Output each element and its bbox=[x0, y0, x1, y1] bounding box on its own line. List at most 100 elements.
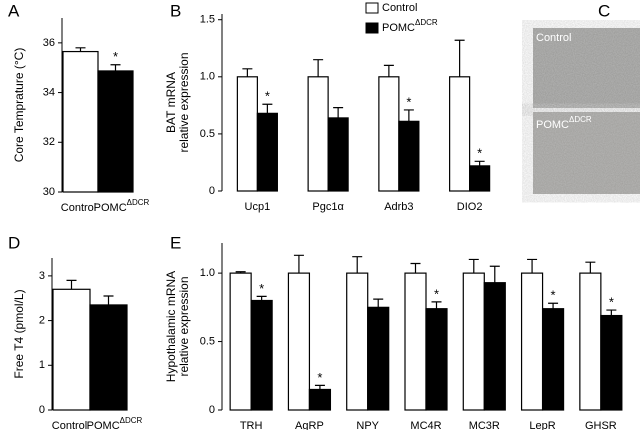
image-label-base: POMC bbox=[536, 119, 569, 131]
error-bar bbox=[293, 254, 304, 274]
x-tick-label: DIO2 bbox=[457, 201, 483, 213]
x-tick-label: POMCΔDCR bbox=[87, 416, 143, 430]
bar bbox=[52, 288, 91, 411]
legend-label-base: Control bbox=[382, 2, 417, 14]
y-axis-label: relative expression bbox=[177, 276, 191, 376]
bar bbox=[398, 120, 420, 192]
error-bar bbox=[242, 68, 253, 77]
x-tick-label: TRH bbox=[240, 420, 263, 430]
y-tick-label: 0.5 bbox=[200, 335, 215, 347]
error-bar bbox=[313, 59, 324, 77]
legend-label-sup: ΔDCR bbox=[415, 18, 438, 27]
y-axis-label: Hypothalamic mRNA bbox=[164, 271, 178, 382]
x-tick-label-base: Ucp1 bbox=[245, 201, 271, 213]
micrograph bbox=[533, 28, 640, 108]
bar bbox=[89, 304, 128, 411]
x-tick-label: Control bbox=[52, 420, 87, 430]
error-bar bbox=[454, 39, 465, 77]
significance-marker: * bbox=[434, 286, 439, 301]
error-bar bbox=[410, 262, 421, 274]
bar bbox=[367, 306, 390, 411]
y-tick-label: 0.5 bbox=[200, 128, 215, 140]
x-tick-label-base: POMC bbox=[87, 420, 120, 430]
x-tick-label: Pgc1α bbox=[312, 201, 344, 213]
x-tick-label-base: NPY bbox=[356, 420, 379, 430]
bar bbox=[378, 76, 400, 192]
x-tick-label-base: Adrb3 bbox=[384, 201, 413, 213]
bar bbox=[256, 112, 278, 192]
x-tick-label-sup: ΔDCR bbox=[127, 198, 150, 207]
y-tick-label: 1.0 bbox=[200, 71, 215, 83]
legend-label: POMCΔDCR bbox=[382, 18, 438, 34]
x-tick-label-base: Control bbox=[52, 420, 87, 430]
error-bar bbox=[431, 301, 442, 309]
x-tick-label: Adrb3 bbox=[384, 201, 413, 213]
micrograph bbox=[533, 112, 640, 194]
error-bar bbox=[352, 256, 363, 274]
image-label-sup: ΔDCR bbox=[569, 115, 592, 124]
y-axis-label: Free T4 (pmol/L) bbox=[12, 289, 26, 378]
x-tick-label-base: DIO2 bbox=[457, 201, 483, 213]
error-bar bbox=[66, 279, 77, 290]
error-bar bbox=[314, 384, 325, 390]
y-tick-label: 30 bbox=[43, 186, 55, 198]
bar bbox=[483, 282, 506, 411]
significance-marker: * bbox=[259, 281, 264, 296]
legend-swatch bbox=[365, 22, 379, 34]
panel-letter: B bbox=[170, 1, 181, 20]
x-tick-label-sup: ΔDCR bbox=[120, 416, 143, 425]
error-bar bbox=[548, 302, 559, 309]
significance-marker: * bbox=[609, 295, 614, 310]
bar bbox=[520, 272, 544, 411]
bar bbox=[307, 76, 329, 192]
error-bar bbox=[235, 271, 246, 274]
bar bbox=[462, 272, 485, 411]
error-bar bbox=[103, 295, 114, 305]
error-bar bbox=[110, 64, 121, 71]
error-bar bbox=[256, 295, 267, 301]
error-bar bbox=[403, 109, 414, 122]
panel-letter: A bbox=[8, 1, 20, 20]
significance-marker: * bbox=[317, 370, 322, 385]
x-tick-label-base: AgRP bbox=[295, 420, 324, 430]
y-tick-label: 0 bbox=[39, 404, 45, 416]
bar bbox=[469, 165, 491, 192]
panel-letter: C bbox=[598, 1, 610, 20]
bar bbox=[425, 308, 448, 411]
panel-letter: D bbox=[8, 233, 20, 252]
bar bbox=[308, 388, 332, 411]
x-tick-label: GHSR bbox=[585, 420, 617, 430]
bar bbox=[541, 308, 565, 411]
x-tick-label: NPY bbox=[356, 420, 379, 430]
significance-marker: * bbox=[113, 49, 118, 64]
error-bar bbox=[527, 258, 538, 274]
significance-marker: * bbox=[551, 288, 556, 303]
bar bbox=[404, 272, 427, 411]
y-tick-label: 1 bbox=[39, 359, 45, 371]
significance-marker: * bbox=[477, 146, 482, 161]
x-tick-label: MC4R bbox=[410, 420, 441, 430]
legend-label-base: POMC bbox=[382, 22, 415, 34]
legend-label: Control bbox=[382, 2, 417, 14]
error-bar bbox=[262, 103, 273, 114]
bar bbox=[346, 272, 369, 411]
x-tick-label-base: TRH bbox=[240, 420, 263, 430]
error-bar bbox=[383, 64, 394, 77]
y-tick-label: 3 bbox=[39, 270, 45, 282]
y-axis-label: BAT mRNA bbox=[164, 72, 178, 133]
y-tick-label: 1.0 bbox=[200, 267, 215, 279]
image-label: POMCΔDCR bbox=[536, 115, 592, 131]
x-tick-label: POMCΔDCR bbox=[94, 198, 150, 214]
error-bar bbox=[606, 309, 617, 316]
x-tick-label: Ucp1 bbox=[245, 201, 271, 213]
significance-marker: * bbox=[406, 94, 411, 109]
x-tick-label-base: LepR bbox=[529, 420, 555, 430]
image-label: Control bbox=[536, 32, 571, 44]
x-tick-label-base: Control bbox=[61, 202, 96, 214]
x-tick-label: MC3R bbox=[469, 420, 500, 430]
y-tick-label: 1.5 bbox=[200, 14, 215, 26]
bar bbox=[287, 272, 311, 411]
x-tick-label-base: GHSR bbox=[585, 420, 617, 430]
x-tick-label-base: Pgc1α bbox=[312, 201, 344, 213]
x-tick-label: AgRP bbox=[295, 420, 324, 430]
